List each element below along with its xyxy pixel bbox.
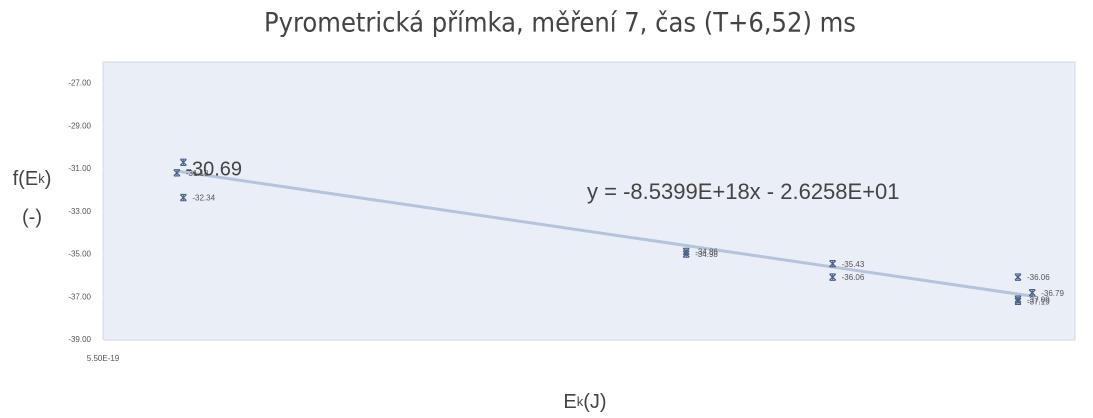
data-label: -37.19 (1027, 297, 1050, 306)
point (179, 158, 187, 166)
x-tick-label: 5.50E-19 (87, 354, 120, 363)
data-label: -34.98 (695, 250, 718, 259)
point (1028, 289, 1036, 297)
point (1014, 273, 1022, 281)
y-tick-label: -37.00 (68, 292, 91, 301)
chart-title: Pyrometrická přímka, měření 7, čas (T+6,… (264, 8, 856, 39)
x-axis-title-sub: k (577, 394, 584, 409)
y-axis-title-sub: k (38, 171, 45, 186)
x-axis-title-part: E (563, 391, 576, 413)
data-label: -30.69 (185, 159, 242, 181)
point (682, 250, 690, 258)
data-label: -32.34 (192, 194, 215, 203)
y-tick-label: -27.00 (68, 78, 91, 87)
y-tick-label: -33.00 (68, 207, 91, 216)
data-label: -37.09 (1027, 295, 1050, 304)
data-label: -34.86 (695, 248, 718, 257)
y-tick-label: -39.00 (68, 335, 91, 344)
data-label: -31.18 (186, 169, 209, 178)
point (1014, 297, 1022, 305)
x-axis-title-part: (J) (583, 391, 606, 413)
point (179, 194, 187, 202)
y-tick-label: -29.00 (68, 121, 91, 130)
y-axis-title-part: f(E (13, 168, 39, 190)
point (173, 169, 181, 177)
trendline-equation: y = -8.5399E+18x - 2.6258E+01 (587, 179, 900, 204)
data-label: -35.43 (842, 260, 865, 269)
trendline (176, 169, 1033, 298)
point (829, 260, 837, 268)
y-tick-label: -35.00 (68, 250, 91, 259)
data-label: -36.79 (1041, 289, 1064, 298)
data-label: -36.06 (1027, 273, 1050, 282)
y-tick-label: -31.00 (68, 164, 91, 173)
point (829, 273, 837, 281)
y-axis-title: f(Ek) (13, 168, 52, 190)
x-axis-title: Ek(J) (563, 391, 606, 413)
y-axis-title-part: ) (45, 168, 52, 190)
data-label: -36.06 (842, 273, 865, 282)
y-axis-unit: (-) (22, 206, 42, 228)
plot-area (102, 61, 1076, 341)
